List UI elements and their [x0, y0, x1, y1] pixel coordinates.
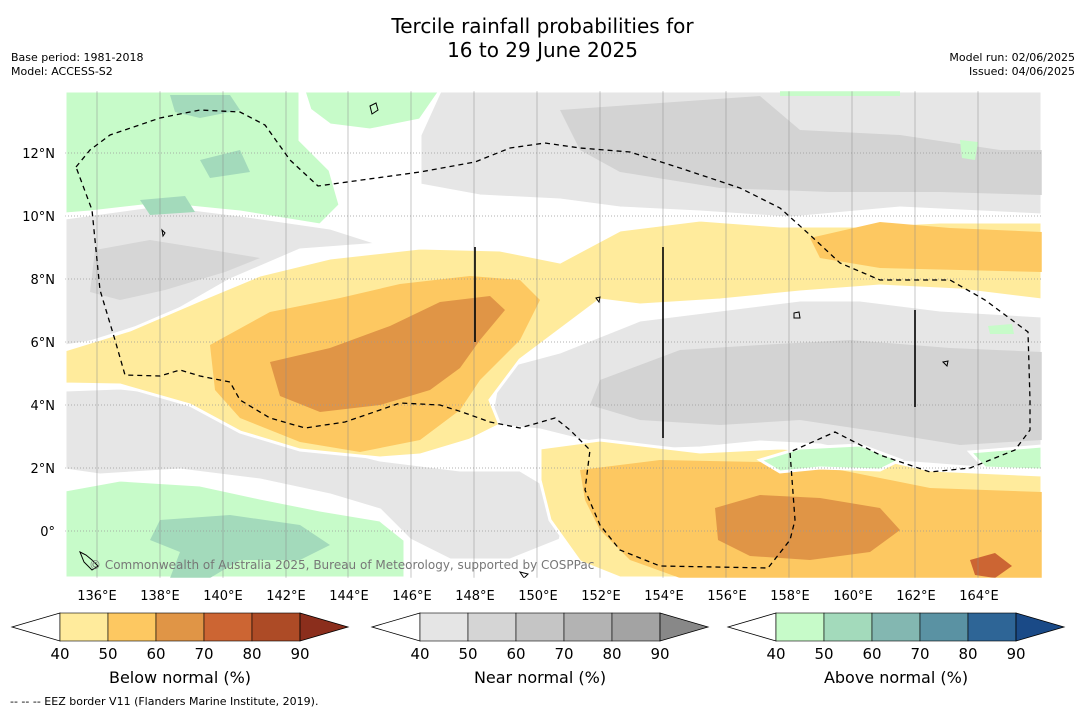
- colorbar-title-below: Below normal (%): [108, 668, 252, 687]
- lon-label: 154°E: [644, 589, 684, 604]
- longitude-labels: 136°E 138°E 140°E 142°E 144°E 146°E 148°…: [77, 589, 999, 604]
- below-normal-60-region-central: [270, 296, 505, 412]
- lat-label: 4°N: [31, 399, 56, 414]
- boundary-segments: [474, 247, 916, 438]
- colorbar-segment: [467, 612, 517, 642]
- colorbar-tick-label: 80: [242, 645, 261, 663]
- colorbar-upper-extension: [1015, 612, 1066, 642]
- colorbar-segment: [871, 612, 921, 642]
- colorbar-near: 40 50 60 70 80 90: [370, 612, 710, 663]
- colorbar-segment: [419, 612, 469, 642]
- lat-label: 10°N: [22, 210, 55, 225]
- colorbar-segment: [611, 612, 661, 642]
- colorbar-tick-label: 90: [1006, 645, 1025, 663]
- colorbar-lower-extension: [370, 612, 421, 642]
- model-name: Model: ACCESS-S2: [11, 65, 113, 78]
- colorbar-segment: [155, 612, 205, 642]
- colorbar-tick-label: 90: [290, 645, 309, 663]
- near-normal-region-east-inner: [590, 340, 1042, 445]
- above-normal-region-northwest: [65, 91, 342, 227]
- lon-label: 160°E: [833, 589, 873, 604]
- colorbar-tick-label: 70: [554, 645, 573, 663]
- colorbar-segment: [251, 612, 301, 642]
- copyright-notice: © Commonwealth of Australia 2025, Bureau…: [89, 558, 595, 572]
- colorbar-tick-label: 40: [766, 645, 785, 663]
- map-frame: [64, 90, 1043, 579]
- model-run: Model run: 02/06/2025: [949, 51, 1075, 64]
- colorbar-tick-label: 60: [862, 645, 881, 663]
- below-normal-50-region-northeast: [810, 222, 1042, 272]
- colorbar-segment: [563, 612, 613, 642]
- colorbar-segment: [59, 612, 109, 642]
- lon-label: 156°E: [707, 589, 747, 604]
- colorbar-title-near: Near normal (%): [473, 668, 607, 687]
- colorbar-tick-label: 60: [506, 645, 525, 663]
- lon-label: 164°E: [959, 589, 999, 604]
- title-line-1: Tercile rainfall probabilities for: [391, 14, 694, 38]
- colorbar-above: 40 50 60 70 80 90: [726, 612, 1066, 663]
- meta-right: Model run: 02/06/2025 Issued: 04/06/2025: [949, 51, 1075, 79]
- lon-label: 144°E: [329, 589, 369, 604]
- colorbar-tick-label: 50: [814, 645, 833, 663]
- colorbar-title-above: Above normal (%): [823, 668, 969, 687]
- colorbar-tick-label: 70: [910, 645, 929, 663]
- colorbar-tick-label: 60: [146, 645, 165, 663]
- eez-border-palau-fsm: [75, 109, 1031, 569]
- lon-label: 152°E: [581, 589, 621, 604]
- colorbar-tick-label: 70: [194, 645, 213, 663]
- lon-label: 136°E: [77, 589, 117, 604]
- lat-label: 6°N: [31, 336, 56, 351]
- near-normal-region-north-inner: [560, 96, 1042, 195]
- issued-date: Issued: 04/06/2025: [968, 65, 1075, 78]
- colorbar-tick-label: 80: [602, 645, 621, 663]
- meta-left: Base period: 1981-2018 Model: ACCESS-S2: [11, 51, 143, 79]
- graticule: [65, 152, 1042, 532]
- island-outlines: [79, 102, 949, 578]
- colorbar-segment: [967, 612, 1017, 642]
- near-normal-region-west-inner: [90, 240, 260, 300]
- lon-label: 146°E: [392, 589, 432, 604]
- colorbar-below: 40 50 60 70 80 90: [10, 612, 350, 663]
- base-period: Base period: 1981-2018: [11, 51, 144, 64]
- above-normal-region-north: [302, 91, 442, 132]
- colorbars: 40 50 60 70 80 90 40 50 60 70 80 90 40 50 60 70 80 90: [10, 612, 1066, 663]
- lon-label: 158°E: [770, 589, 810, 604]
- colorbar-segment: [775, 612, 825, 642]
- colorbar-tick-label: 50: [98, 645, 117, 663]
- lon-label: 142°E: [266, 589, 306, 604]
- colorbar-lower-extension: [10, 612, 61, 642]
- below-normal-60-region-south: [715, 495, 900, 560]
- lon-label: 162°E: [896, 589, 936, 604]
- probability-field: [65, 91, 1042, 578]
- colorbar-upper-extension: [659, 612, 710, 642]
- colorbar-upper-extension: [299, 612, 350, 642]
- latitude-labels: 12°N 10°N 8°N 6°N 4°N 2°N 0°: [22, 147, 55, 540]
- colorbar-tick-label: 40: [50, 645, 69, 663]
- colorbar-segment: [203, 612, 253, 642]
- colorbar-segment: [515, 612, 565, 642]
- above-normal-region-south: [756, 443, 1042, 474]
- lon-label: 150°E: [518, 589, 558, 604]
- colorbar-tick-label: 80: [958, 645, 977, 663]
- below-normal-70-spot: [970, 553, 1012, 578]
- colorbar-segment: [823, 612, 873, 642]
- colorbar-segment: [107, 612, 157, 642]
- eez-footnote: -- -- -- EEZ border V11 (Flanders Marine…: [10, 695, 319, 708]
- lon-label: 138°E: [140, 589, 180, 604]
- title-line-2: 16 to 29 June 2025: [447, 38, 638, 62]
- lat-label: 8°N: [31, 273, 56, 288]
- lat-label: 0°: [40, 525, 55, 540]
- lat-label: 12°N: [22, 147, 55, 162]
- colorbar-tick-label: 40: [410, 645, 429, 663]
- lat-label: 2°N: [31, 462, 56, 477]
- colorbar-tick-label: 90: [650, 645, 669, 663]
- above-normal-50-northwest: [140, 95, 250, 215]
- colorbar-segment: [919, 612, 969, 642]
- map-title: Tercile rainfall probabilities for 16 to…: [0, 14, 1085, 62]
- lon-label: 148°E: [455, 589, 495, 604]
- colorbar-lower-extension: [726, 612, 777, 642]
- lon-label: 140°E: [203, 589, 243, 604]
- colorbar-tick-label: 50: [458, 645, 477, 663]
